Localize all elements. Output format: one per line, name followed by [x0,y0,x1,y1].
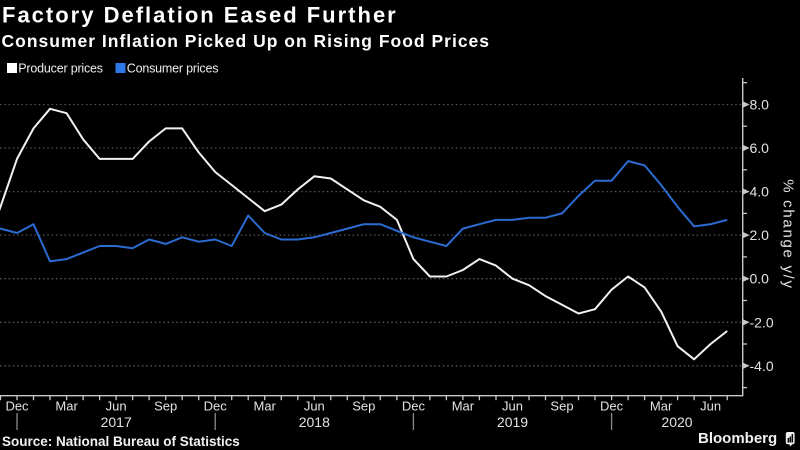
svg-text:-4.0: -4.0 [750,358,774,374]
svg-text:Dec: Dec [204,399,228,414]
svg-text:Mar: Mar [55,399,78,414]
svg-text:6.0: 6.0 [750,140,770,156]
svg-text:4.0: 4.0 [750,184,770,200]
svg-text:% change y/y: % change y/y [780,179,797,289]
svg-text:2018: 2018 [299,414,330,430]
svg-text:Consumer prices: Consumer prices [127,62,218,76]
svg-text:Producer prices: Producer prices [18,62,103,76]
svg-text:-2.0: -2.0 [750,314,774,330]
svg-text:Sep: Sep [352,399,375,414]
svg-text:Sep: Sep [550,399,573,414]
svg-text:Dec: Dec [402,399,426,414]
svg-text:Dec: Dec [5,399,29,414]
svg-text:Consumer Inflation Picked Up o: Consumer Inflation Picked Up on Rising F… [2,31,491,51]
svg-text:2017: 2017 [101,414,132,430]
svg-text:Source: National Bureau of Sta: Source: National Bureau of Statistics [2,434,240,449]
svg-text:Jun: Jun [304,399,325,414]
svg-text:Jun: Jun [700,399,721,414]
svg-text:8.0: 8.0 [750,97,770,113]
svg-text:Mar: Mar [650,399,673,414]
svg-text:Dec: Dec [600,399,624,414]
svg-text:Mar: Mar [254,399,277,414]
svg-text:0.0: 0.0 [750,271,770,287]
svg-text:Jun: Jun [106,399,127,414]
svg-text:Factory Deflation Eased Furthe: Factory Deflation Eased Further [2,3,398,28]
svg-text:Mar: Mar [452,399,475,414]
svg-text:2019: 2019 [497,414,528,430]
svg-text:Jun: Jun [502,399,523,414]
svg-text:Bloomberg: Bloomberg [698,430,777,447]
svg-text:Sep: Sep [154,399,177,414]
svg-text:2020: 2020 [661,414,692,430]
svg-text:2.0: 2.0 [750,227,770,243]
